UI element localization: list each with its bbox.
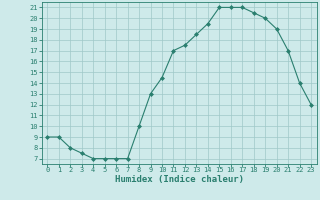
X-axis label: Humidex (Indice chaleur): Humidex (Indice chaleur) bbox=[115, 175, 244, 184]
